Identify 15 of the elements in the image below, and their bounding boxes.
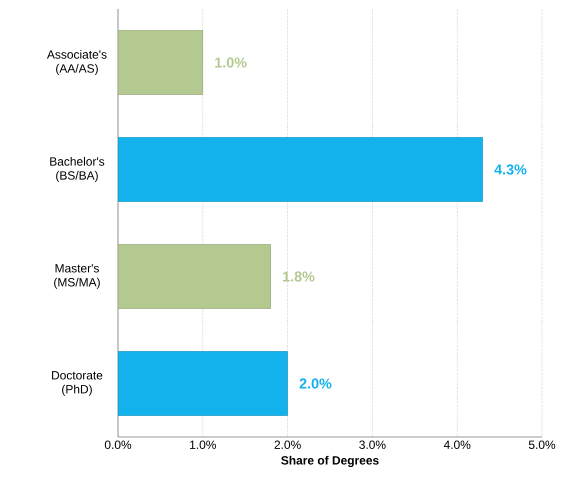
x-tick-label: 4.0% <box>444 440 470 449</box>
x-tick-label: 5.0% <box>528 440 556 449</box>
x-tick-label: 3.0% <box>359 440 386 449</box>
data-label: 1.8% <box>283 271 314 282</box>
x-axis-title: Share of Degrees <box>281 456 379 468</box>
y-tick-label: Bachelor's (BS/BA) <box>50 156 104 182</box>
y-tick-label: Doctorate (PhD) <box>52 371 102 396</box>
x-tick-label: 2.0% <box>274 440 301 449</box>
data-label: 4.3% <box>494 164 526 175</box>
y-tick-label: Master's (MS/MA) <box>54 264 100 289</box>
x-tick-label: 0.0% <box>104 440 132 449</box>
data-label: 2.0% <box>300 378 332 389</box>
x-tick-label: 1.0% <box>190 440 216 449</box>
y-tick-label: Associate's (AA/AS) <box>46 50 107 76</box>
data-label: 1.0% <box>215 57 247 68</box>
